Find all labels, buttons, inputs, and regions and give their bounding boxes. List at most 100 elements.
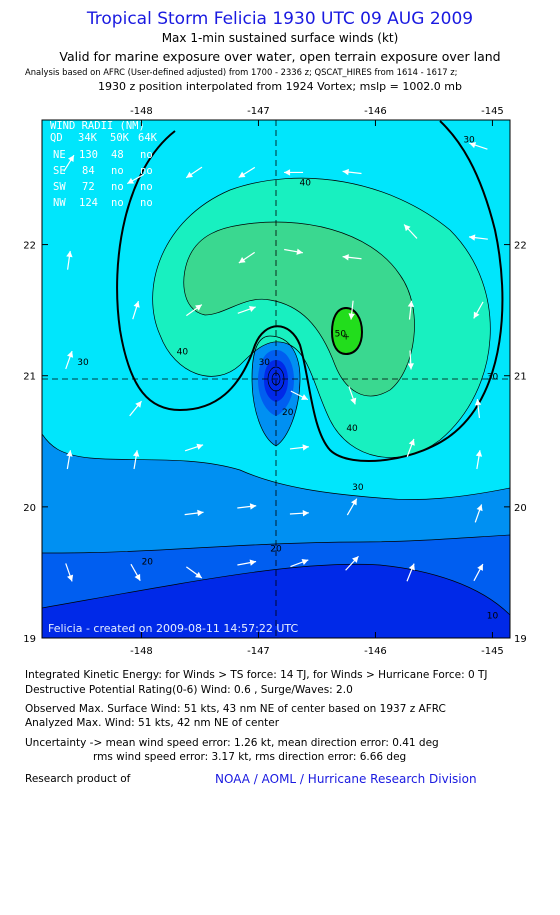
wind-arrow-8	[133, 450, 140, 470]
wind-arrow-32	[403, 224, 418, 239]
contour-fill-layer: 30 40 50 40 30 30 30 20 40 30 20 20 10 + WIND RADII …	[42, 120, 510, 638]
wind-arrow-31	[345, 555, 359, 571]
wind-radii-ne-quad: NE	[53, 149, 66, 161]
y-tick-label-left-2: 21	[23, 372, 36, 383]
contour-label-8: 40	[346, 424, 358, 434]
wind-arrow-35	[406, 438, 415, 457]
wind-arrow-6	[132, 300, 140, 320]
contour-label-layer: 30 40 50 40 30 30 30 20 40 30 20 20 10	[77, 135, 498, 621]
wind-arrow-9	[130, 563, 141, 582]
wind-arrow-18	[237, 503, 257, 510]
dpr-line: Destructive Potential Rating(0-6) Wind: …	[25, 684, 353, 696]
wind-arrow-27	[342, 254, 362, 261]
y-tick-label-right-2: 21	[514, 372, 527, 383]
wind-radii-se-64: no	[140, 165, 153, 177]
wind-radii-sw-34: 72	[82, 181, 95, 193]
wind-radii-ne-64: no	[140, 149, 153, 161]
contour-label-5: 30	[77, 358, 89, 368]
contour-label-6: 30	[487, 373, 499, 383]
wind-arrow-2	[65, 350, 74, 370]
wind-arrow-41	[475, 450, 483, 470]
wind-radii-nw-64: no	[140, 197, 153, 209]
wind-arrow-23	[289, 444, 309, 451]
research-product-label: Research product of	[25, 773, 131, 785]
validity-note: Valid for marine exposure over water, op…	[59, 49, 501, 64]
created-stamp: Felicia - created on 2009-08-11 14:57:22…	[48, 622, 298, 635]
wind-arrow-4	[65, 563, 74, 582]
wind-radii-table: WIND RADII (NM) QD 34K 50K 64K NE 130 48…	[50, 120, 158, 209]
wind-arrow-14	[186, 566, 203, 579]
x-tick-label-top-2: -146	[364, 106, 387, 117]
wind-arrow-36	[406, 563, 415, 582]
wind-radii-nw-34: 124	[79, 197, 98, 209]
wind-radii-se-50: no	[111, 165, 124, 177]
wind-radii-sw-64: no	[140, 181, 153, 193]
wind-arrow-33	[407, 300, 415, 320]
contour-34kt	[116, 120, 504, 462]
x-tick-label-bottom-2: -146	[364, 646, 387, 657]
wind-arrow-13	[184, 509, 204, 517]
contour-label-3: 40	[177, 348, 189, 358]
contour-45	[183, 221, 415, 397]
ike-line: Integrated Kinetic Energy: for Winds > T…	[25, 669, 488, 681]
contour-label-11: 20	[142, 558, 154, 568]
wind-arrow-3	[66, 450, 73, 470]
max-wind-marker: +	[342, 332, 350, 342]
wind-arrow-26	[342, 168, 362, 176]
wind-arrow-11	[186, 304, 203, 317]
wind-radii-title: WIND RADII (NM)	[50, 120, 145, 132]
wind-field-map: 30 40 50 40 30 30 30 20 40 30 20 20 10 + WIND RADII …	[23, 106, 526, 657]
wind-arrow-28	[348, 300, 355, 320]
wind-arrow-1	[66, 250, 73, 270]
wind-arrow-10	[185, 166, 203, 179]
contour-label-10: 20	[270, 544, 282, 554]
wind-arrow-20	[284, 169, 304, 176]
wind-arrow-43	[473, 563, 484, 582]
wind-arrow-29	[348, 386, 357, 405]
wind-radii-header-50k: 50K	[110, 132, 130, 144]
wind-arrow-0	[63, 154, 75, 172]
contour-label-7: 20	[282, 408, 294, 418]
wind-radii-nw-50: no	[111, 197, 124, 209]
wind-arrow-37	[469, 142, 488, 150]
wind-radii-se-quad: SE	[53, 165, 66, 177]
wind-arrow-21	[284, 248, 304, 255]
wind-arrow-22	[290, 390, 309, 401]
wind-arrow-40	[474, 398, 482, 419]
wind-arrow-19	[237, 559, 257, 566]
y-tick-label-right-3: 22	[514, 241, 527, 252]
contour-30	[42, 433, 510, 500]
x-tick-label-top-1: -147	[247, 106, 270, 117]
y-tick-label-left-1: 20	[23, 503, 36, 514]
contour-label-12: 10	[487, 611, 499, 621]
band-45-50	[183, 222, 415, 396]
wind-radii-nw-quad: NW	[53, 197, 66, 209]
wind-radii-header-34k: 34K	[78, 132, 98, 144]
wind-arrow-30	[346, 498, 358, 516]
wind-arrow-layer	[63, 142, 488, 582]
wind-radii-header-qd: QD	[50, 132, 63, 144]
wind-arrow-12	[184, 443, 204, 452]
wind-radii-sw-quad: SW	[53, 181, 66, 193]
axis-ticks: -148 -148 -147 -147 -146 -146 -145 -145 19 19 20 20…	[23, 106, 526, 657]
analysis-sources: Analysis based on AFRC (User-defined adj…	[25, 67, 458, 77]
contour-40	[152, 177, 491, 458]
chart-title: Tropical Storm Felicia 1930 UTC 09 AUG 2…	[86, 9, 474, 29]
chart-subtitle: Max 1-min sustained surface winds (kt)	[161, 31, 399, 45]
x-tick-label-bottom-0: -148	[130, 646, 153, 657]
analyzed-wind-line: Analyzed Max. Wind: 51 kts, 42 nm NE of …	[25, 717, 280, 729]
contour-label-0: 30	[463, 135, 475, 145]
wind-arrow-24	[289, 510, 309, 517]
x-tick-label-top-0: -148	[130, 106, 153, 117]
contour-label-9: 30	[352, 483, 364, 493]
noaa-aoml-link[interactable]: NOAA / AOML / Hurricane Research Divisio…	[215, 772, 477, 786]
wind-arrow-17	[237, 305, 256, 314]
wind-arrow-38	[468, 234, 488, 241]
wind-arrow-7	[129, 400, 143, 417]
contour-label-2: 50	[335, 329, 347, 339]
contour-label-4: 30	[259, 358, 271, 368]
y-tick-label-left-3: 22	[23, 241, 36, 252]
contour-label-1: 40	[300, 179, 312, 189]
wind-radii-header-64k: 64K	[138, 132, 158, 144]
contour-50	[330, 306, 364, 356]
